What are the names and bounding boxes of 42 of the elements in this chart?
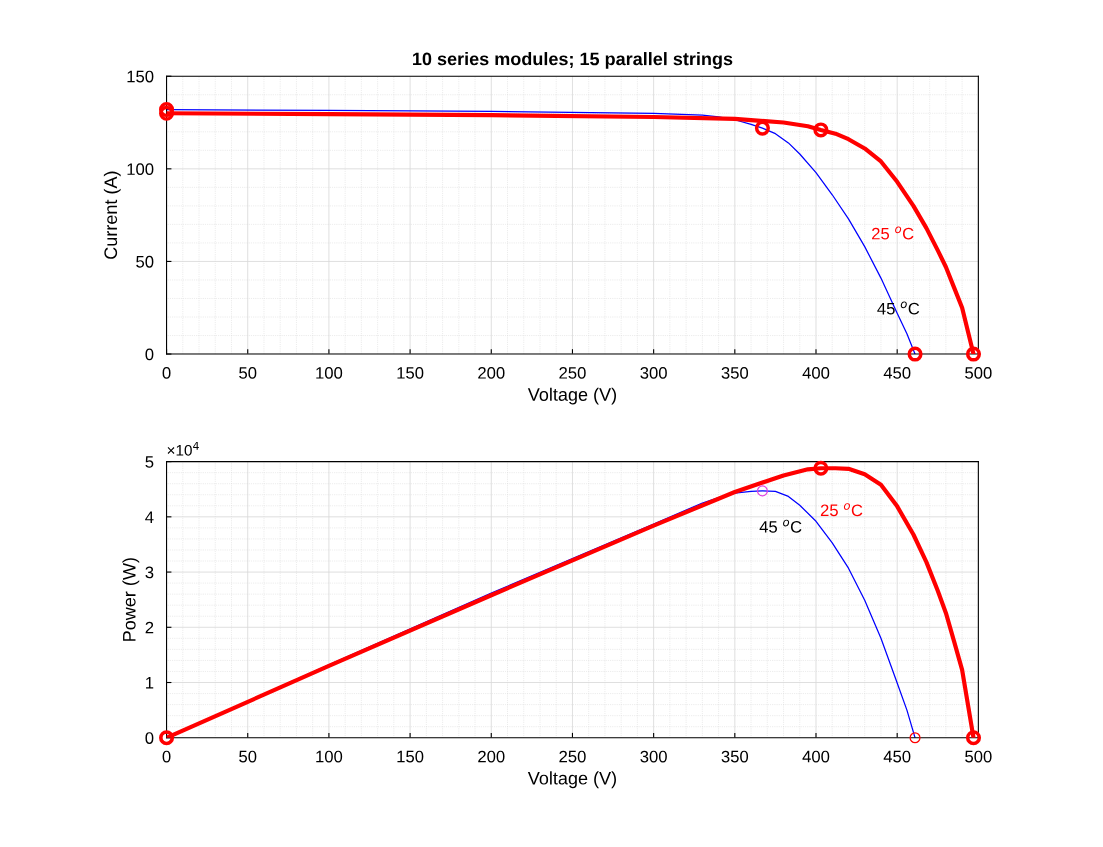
x-tick-label: 250 bbox=[559, 750, 586, 763]
x-tick-label: 250 bbox=[559, 366, 586, 379]
x-tick-label: 300 bbox=[640, 750, 667, 763]
x-tick-label: 500 bbox=[965, 366, 992, 379]
x-tick-label: 400 bbox=[802, 366, 830, 379]
x-tick-label: 50 bbox=[239, 750, 257, 763]
x-tick-label: 0 bbox=[162, 750, 171, 763]
annotation: 45 $^{o}$C bbox=[759, 519, 802, 533]
x-tick-label: 400 bbox=[802, 750, 830, 763]
y-tick-label: 2 bbox=[145, 621, 154, 634]
y-tick-label: 1 bbox=[146, 677, 154, 689]
y-axis-title: Power (W) bbox=[122, 558, 140, 641]
x-tick-label: 350 bbox=[721, 366, 749, 379]
x-tick-label: 300 bbox=[640, 366, 667, 379]
x-tick-label: 500 bbox=[965, 750, 992, 763]
annotation: 45 $^{o}$C bbox=[877, 301, 920, 315]
text: ×10$^{4}$ bbox=[167, 441, 199, 456]
annotation: 25 $^{o}$C bbox=[820, 503, 863, 517]
annotation: 25 $^{o}$C bbox=[872, 226, 914, 240]
x-tick-label: 150 bbox=[397, 366, 424, 379]
x-tick-label: 50 bbox=[239, 366, 257, 379]
x-tick-label: 200 bbox=[478, 750, 505, 763]
x-axis-title: Voltage (V) bbox=[527, 771, 616, 789]
x-tick-label: 450 bbox=[883, 750, 911, 763]
y-tick-label: 3 bbox=[145, 566, 154, 579]
x-axis-title: Voltage (V) bbox=[527, 387, 616, 405]
y-tick-label: 100 bbox=[127, 163, 154, 176]
x-tick-label: 450 bbox=[883, 366, 911, 379]
y-tick-label: 4 bbox=[145, 511, 154, 523]
x-tick-label: 150 bbox=[397, 750, 424, 763]
y-tick-label: 5 bbox=[145, 456, 154, 468]
y-tick-label: 0 bbox=[145, 732, 154, 744]
x-tick-label: 100 bbox=[316, 750, 343, 763]
y-axis-title: Current (A) bbox=[103, 171, 121, 259]
y-tick-label: 0 bbox=[145, 348, 154, 361]
chart-title: 10 series modules; 15 parallel strings bbox=[413, 52, 733, 69]
y-tick-label: 150 bbox=[127, 70, 154, 83]
x-tick-label: 0 bbox=[162, 366, 171, 379]
x-tick-label: 350 bbox=[721, 750, 749, 763]
x-tick-label: 200 bbox=[478, 366, 505, 379]
x-tick-label: 100 bbox=[316, 366, 343, 379]
y-tick-label: 50 bbox=[136, 255, 154, 268]
